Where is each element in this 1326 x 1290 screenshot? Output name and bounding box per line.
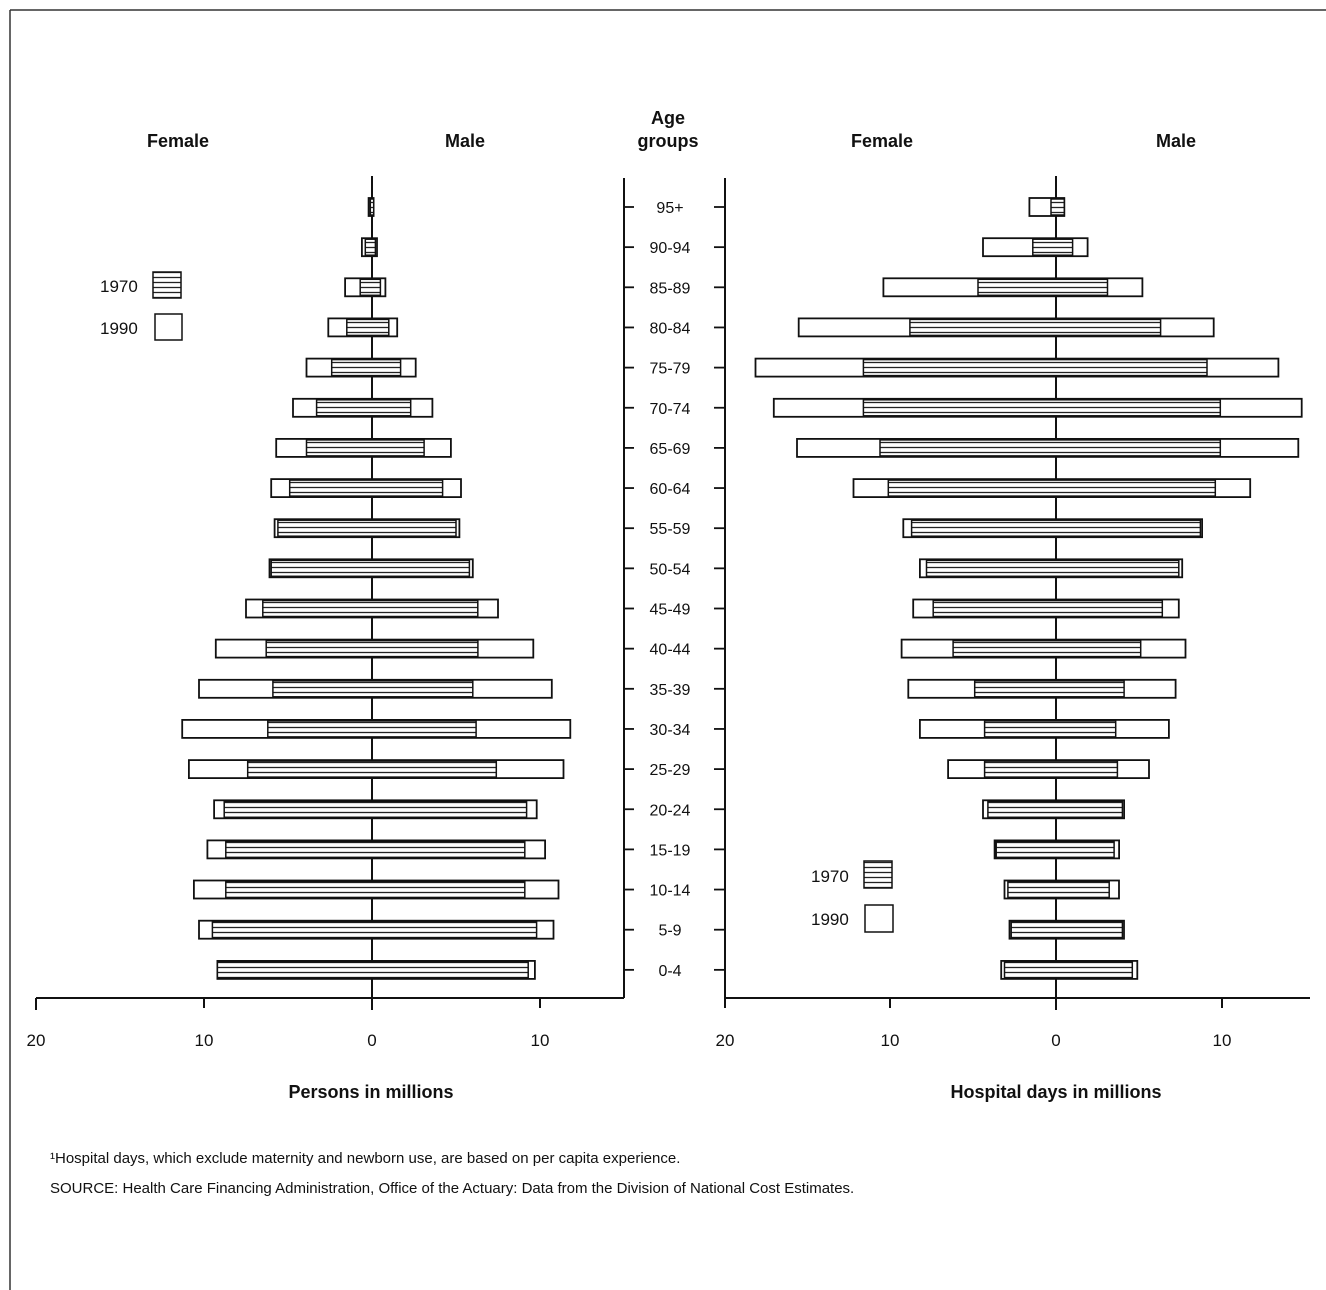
age-group-label: 20-24 xyxy=(650,802,691,819)
bar-1970-days-30-34 xyxy=(983,720,1117,738)
bar-1970-days-80-84 xyxy=(909,318,1162,337)
bar-1970-days-40-44 xyxy=(952,639,1142,658)
right-legend-1970-swatch xyxy=(863,860,893,889)
bar-1970-days-25-29 xyxy=(983,760,1119,778)
x-tick-label: 20 xyxy=(716,1031,735,1050)
right-legend-1970-label: 1970 xyxy=(811,867,849,886)
bar-1970-persons-70-74 xyxy=(315,399,412,417)
age-group-label: 80-84 xyxy=(650,320,691,337)
left-male-header: Male xyxy=(445,131,485,151)
left-legend-1970-label: 1970 xyxy=(100,277,138,296)
age-group-label: 90-94 xyxy=(650,240,691,257)
bar-1970-persons-25-29 xyxy=(246,760,498,778)
bar-1970-persons-55-59 xyxy=(277,519,457,537)
age-group-label: 40-44 xyxy=(650,642,691,659)
age-group-label: 70-74 xyxy=(650,401,691,418)
bar-1970-days-60-64 xyxy=(887,479,1217,497)
right-legend: 1970 1990 xyxy=(811,860,894,933)
right-panel-frame xyxy=(724,176,1310,1010)
bar-1970-persons-30-34 xyxy=(267,720,477,738)
bar-1970-persons-10-14 xyxy=(225,880,526,899)
bar-1970-persons-20-24 xyxy=(223,800,528,819)
age-group-label: 30-34 xyxy=(650,722,691,739)
x-tick-label: 0 xyxy=(1051,1031,1060,1050)
right-legend-1990-label: 1990 xyxy=(811,910,849,929)
age-group-label: 15-19 xyxy=(650,842,691,859)
left-legend-1990-swatch xyxy=(154,313,183,341)
bar-1970-persons-5-9 xyxy=(211,920,538,939)
age-group-label: 65-69 xyxy=(650,441,691,458)
bar-1970-persons-95+ xyxy=(369,198,375,216)
bar-1970-days-90-94 xyxy=(1032,238,1074,256)
bar-1970-days-70-74 xyxy=(862,399,1222,417)
right-x-axis-title: Hospital days in millions xyxy=(950,1082,1161,1102)
right-legend-1990-swatch xyxy=(864,904,894,933)
age-group-label: 95+ xyxy=(656,200,683,217)
bar-1970-persons-90-94 xyxy=(364,238,377,256)
right-female-header: Female xyxy=(851,131,913,151)
left-legend: 1970 1990 xyxy=(100,271,183,341)
bar-1970-days-45-49 xyxy=(932,599,1164,618)
bar-1970-days-15-19 xyxy=(995,840,1115,859)
x-tick-label: 10 xyxy=(195,1031,214,1050)
bar-1970-days-5-9 xyxy=(1010,920,1124,939)
x-tick-label: 0 xyxy=(367,1031,376,1050)
bar-1970-persons-50-54 xyxy=(270,559,471,578)
left-female-header: Female xyxy=(147,131,209,151)
age-groups-header-line2: groups xyxy=(638,131,699,151)
bar-1970-persons-0-4 xyxy=(216,961,529,979)
bar-1970-persons-40-44 xyxy=(265,639,479,658)
right-male-header: Male xyxy=(1156,131,1196,151)
age-group-label: 60-64 xyxy=(650,481,691,498)
bar-1970-days-50-54 xyxy=(925,559,1180,578)
bar-1970-days-0-4 xyxy=(1003,961,1134,979)
age-group-label: 35-39 xyxy=(650,682,691,699)
x-tick-label: 10 xyxy=(531,1031,550,1050)
left-panel-frame xyxy=(35,176,625,1010)
left-legend-1990-label: 1990 xyxy=(100,319,138,338)
left-x-axis-title: Persons in millions xyxy=(288,1082,453,1102)
age-group-label: 50-54 xyxy=(650,561,691,578)
bar-1970-persons-35-39 xyxy=(272,680,474,698)
bar-1970-days-65-69 xyxy=(879,439,1222,457)
bar-1970-persons-45-49 xyxy=(262,599,479,618)
age-groups-header-line1: Age xyxy=(651,108,685,128)
x-tick-label: 10 xyxy=(881,1031,900,1050)
bar-1970-persons-15-19 xyxy=(225,840,526,859)
age-group-label: 85-89 xyxy=(650,280,691,297)
source-note: SOURCE: Health Care Financing Administra… xyxy=(50,1180,855,1197)
age-group-label: 75-79 xyxy=(650,361,691,378)
age-group-label: 25-29 xyxy=(650,762,691,779)
bar-1970-days-20-24 xyxy=(987,800,1124,819)
footnote: ¹Hospital days, which exclude maternity … xyxy=(50,1150,681,1167)
bar-1970-persons-75-79 xyxy=(330,358,402,377)
bar-1970-days-95+ xyxy=(1050,198,1066,216)
bar-1970-days-55-59 xyxy=(910,519,1202,537)
age-group-label: 55-59 xyxy=(650,521,691,538)
x-tick-label: 20 xyxy=(27,1031,46,1050)
bar-1970-persons-60-64 xyxy=(288,479,444,497)
bar-1970-days-75-79 xyxy=(862,358,1208,377)
age-group-label: 45-49 xyxy=(650,602,691,619)
age-group-label: 0-4 xyxy=(658,963,681,980)
bar-1970-days-10-14 xyxy=(1007,880,1110,899)
age-group-label: 5-9 xyxy=(658,923,681,940)
bar-1970-persons-80-84 xyxy=(346,318,390,337)
bar-1970-persons-85-89 xyxy=(359,278,382,297)
x-tick-label: 10 xyxy=(1213,1031,1232,1050)
bar-1970-days-35-39 xyxy=(973,680,1125,698)
bar-1970-days-85-89 xyxy=(977,278,1109,297)
left-legend-1970-swatch xyxy=(152,271,182,299)
bar-1970-persons-65-69 xyxy=(305,439,425,457)
age-group-label: 10-14 xyxy=(650,883,691,900)
